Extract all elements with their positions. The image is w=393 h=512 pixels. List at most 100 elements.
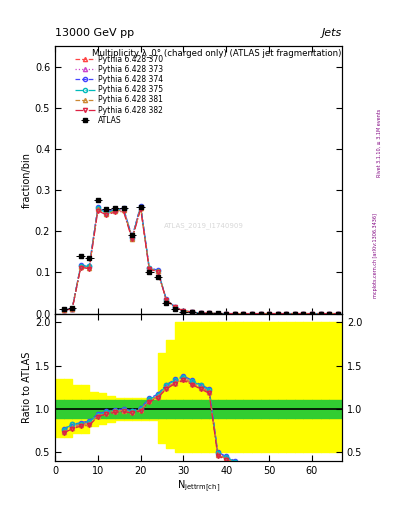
Pythia 6.428 374 <box>164 296 169 303</box>
Pythia 6.428 373 <box>181 308 186 314</box>
Pythia 6.428 374 <box>87 263 92 269</box>
Pythia 6.428 375 <box>181 308 186 314</box>
Pythia 6.428 381 <box>87 265 92 271</box>
Pythia 6.428 375 <box>224 310 229 316</box>
Pythia 6.428 381 <box>224 310 229 316</box>
Line: Pythia 6.428 374: Pythia 6.428 374 <box>61 203 340 316</box>
Line: Pythia 6.428 381: Pythia 6.428 381 <box>61 206 340 316</box>
Pythia 6.428 374 <box>318 311 323 317</box>
Pythia 6.428 374 <box>233 311 237 317</box>
Pythia 6.428 382 <box>327 311 331 317</box>
Pythia 6.428 374 <box>258 311 263 317</box>
Pythia 6.428 375 <box>164 296 169 303</box>
Pythia 6.428 375 <box>61 307 66 313</box>
Pythia 6.428 382 <box>284 311 288 317</box>
Pythia 6.428 370 <box>327 311 331 317</box>
Pythia 6.428 375 <box>130 234 134 241</box>
Pythia 6.428 370 <box>335 311 340 317</box>
Pythia 6.428 374 <box>190 309 195 315</box>
Pythia 6.428 382 <box>215 310 220 316</box>
Pythia 6.428 374 <box>173 304 177 310</box>
Pythia 6.428 375 <box>87 263 92 269</box>
Pythia 6.428 374 <box>327 311 331 317</box>
Pythia 6.428 381 <box>207 310 211 316</box>
Pythia 6.428 375 <box>250 311 254 317</box>
Pythia 6.428 373 <box>198 310 203 316</box>
Pythia 6.428 382 <box>78 265 83 271</box>
Pythia 6.428 373 <box>78 263 83 269</box>
Text: Multiplicity λ_0° (charged only) (ATLAS jet fragmentation): Multiplicity λ_0° (charged only) (ATLAS … <box>92 49 342 58</box>
Text: mcplots.cern.ch [arXiv:1306.3436]: mcplots.cern.ch [arXiv:1306.3436] <box>373 214 378 298</box>
Pythia 6.428 382 <box>233 311 237 317</box>
Pythia 6.428 374 <box>267 311 272 317</box>
Pythia 6.428 374 <box>138 202 143 208</box>
Pythia 6.428 370 <box>138 204 143 210</box>
Pythia 6.428 373 <box>215 310 220 316</box>
Pythia 6.428 382 <box>70 306 75 312</box>
Pythia 6.428 370 <box>250 311 254 317</box>
Pythia 6.428 375 <box>147 265 152 271</box>
Pythia 6.428 381 <box>121 207 126 214</box>
Pythia 6.428 375 <box>113 207 118 213</box>
Pythia 6.428 381 <box>275 311 280 317</box>
Pythia 6.428 375 <box>190 309 195 315</box>
Pythia 6.428 373 <box>190 309 195 315</box>
Pythia 6.428 373 <box>258 311 263 317</box>
Line: Pythia 6.428 373: Pythia 6.428 373 <box>61 204 340 316</box>
Pythia 6.428 370 <box>78 263 83 269</box>
Pythia 6.428 370 <box>207 310 211 316</box>
Line: Pythia 6.428 382: Pythia 6.428 382 <box>61 207 340 316</box>
Pythia 6.428 381 <box>327 311 331 317</box>
Pythia 6.428 374 <box>70 306 75 312</box>
Pythia 6.428 373 <box>335 311 340 317</box>
Pythia 6.428 381 <box>61 307 66 313</box>
Pythia 6.428 381 <box>198 310 203 316</box>
Pythia 6.428 382 <box>147 266 152 272</box>
Pythia 6.428 370 <box>275 311 280 317</box>
Pythia 6.428 374 <box>121 205 126 211</box>
Pythia 6.428 374 <box>130 234 134 240</box>
Pythia 6.428 381 <box>95 206 100 212</box>
Pythia 6.428 382 <box>318 311 323 317</box>
Pythia 6.428 381 <box>164 297 169 303</box>
Pythia 6.428 375 <box>275 311 280 317</box>
Pythia 6.428 370 <box>95 205 100 211</box>
Pythia 6.428 374 <box>224 310 229 316</box>
Pythia 6.428 375 <box>284 311 288 317</box>
Pythia 6.428 370 <box>198 310 203 316</box>
Pythia 6.428 375 <box>267 311 272 317</box>
Pythia 6.428 374 <box>335 311 340 317</box>
Pythia 6.428 382 <box>155 269 160 275</box>
Pythia 6.428 373 <box>267 311 272 317</box>
Pythia 6.428 382 <box>292 311 297 317</box>
Pythia 6.428 375 <box>173 304 177 310</box>
Text: Rivet 3.1.10, ≥ 3.1M events: Rivet 3.1.10, ≥ 3.1M events <box>377 109 382 178</box>
Pythia 6.428 375 <box>241 311 246 317</box>
Pythia 6.428 370 <box>284 311 288 317</box>
Pythia 6.428 370 <box>87 263 92 269</box>
Pythia 6.428 375 <box>70 306 75 312</box>
Pythia 6.428 374 <box>301 311 306 317</box>
Pythia 6.428 375 <box>327 311 331 317</box>
Pythia 6.428 370 <box>224 310 229 316</box>
Pythia 6.428 381 <box>267 311 272 317</box>
Pythia 6.428 382 <box>198 310 203 316</box>
Pythia 6.428 375 <box>78 263 83 269</box>
Pythia 6.428 382 <box>310 311 314 317</box>
Pythia 6.428 382 <box>250 311 254 317</box>
Pythia 6.428 370 <box>267 311 272 317</box>
Pythia 6.428 381 <box>138 205 143 211</box>
Pythia 6.428 375 <box>104 210 109 216</box>
Pythia 6.428 382 <box>241 311 246 317</box>
Pythia 6.428 382 <box>95 207 100 214</box>
Pythia 6.428 373 <box>104 210 109 216</box>
Pythia 6.428 381 <box>78 264 83 270</box>
Text: Jets: Jets <box>321 28 342 38</box>
Pythia 6.428 373 <box>95 205 100 211</box>
Pythia 6.428 381 <box>258 311 263 317</box>
Pythia 6.428 381 <box>70 306 75 312</box>
Pythia 6.428 375 <box>310 311 314 317</box>
Pythia 6.428 370 <box>113 207 118 213</box>
Pythia 6.428 370 <box>292 311 297 317</box>
Pythia 6.428 381 <box>215 310 220 316</box>
